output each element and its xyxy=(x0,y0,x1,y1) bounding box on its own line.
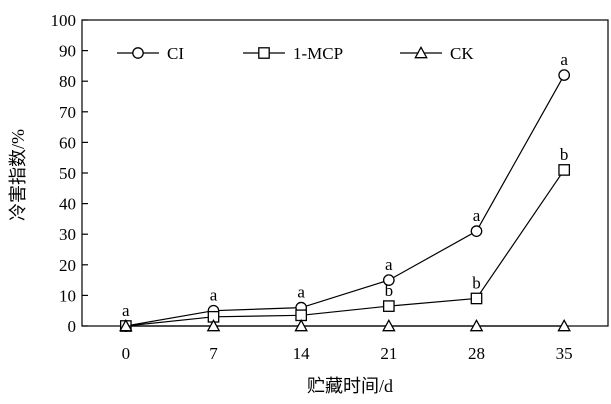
series-line xyxy=(125,169,565,327)
legend-item: CK xyxy=(400,44,474,63)
y-tick-label: 50 xyxy=(59,164,76,183)
y-tick-label: 60 xyxy=(59,133,76,152)
x-tick-label: 35 xyxy=(556,344,573,363)
plot-frame xyxy=(81,19,609,327)
legend-marker xyxy=(414,45,428,59)
legend-label: 1-MCP xyxy=(293,44,343,63)
legend-marker xyxy=(132,47,144,59)
data-point xyxy=(295,309,308,322)
data-point xyxy=(469,318,484,332)
x-tick-label: 7 xyxy=(209,344,218,363)
x-tick-label: 28 xyxy=(468,344,485,363)
x-tick-label: 14 xyxy=(293,344,311,363)
y-tick-label: 20 xyxy=(59,256,76,275)
data-point xyxy=(294,318,308,332)
data-point xyxy=(382,300,395,312)
significance-label: a xyxy=(122,301,130,320)
y-tick-label: 70 xyxy=(59,103,76,122)
series-line xyxy=(125,74,565,327)
significance-label: b xyxy=(560,145,569,164)
significance-label: a xyxy=(560,50,568,69)
y-axis-title: 冷害指数/% xyxy=(8,129,28,221)
legend-marker xyxy=(258,47,270,59)
data-point xyxy=(119,318,133,332)
series-ck xyxy=(119,318,571,332)
data-point xyxy=(382,318,396,332)
legend-label: CI xyxy=(167,44,184,63)
y-tick-label: 90 xyxy=(59,42,76,61)
data-point xyxy=(470,225,483,237)
y-tick-label: 10 xyxy=(59,286,76,305)
data-point xyxy=(382,274,395,286)
y-tick-label: 30 xyxy=(59,225,76,244)
data-point xyxy=(557,318,571,332)
legend-label: CK xyxy=(450,44,474,63)
data-point xyxy=(558,69,571,81)
y-tick-label: 0 xyxy=(68,317,77,336)
data-point xyxy=(206,318,221,332)
y-tick-label: 100 xyxy=(51,11,77,30)
y-tick-label: 40 xyxy=(59,195,76,214)
significance-label: a xyxy=(297,283,305,302)
series-ci xyxy=(119,69,571,332)
significance-label: a xyxy=(473,206,481,225)
legend-item: 1-MCP xyxy=(243,44,343,63)
significance-label: a xyxy=(385,255,393,274)
data-point xyxy=(558,164,571,176)
significance-label: a xyxy=(210,286,218,305)
x-tick-label: 0 xyxy=(122,344,131,363)
y-tick-label: 80 xyxy=(59,72,76,91)
x-tick-label: 21 xyxy=(380,344,397,363)
legend-item: CI xyxy=(117,44,184,63)
data-point xyxy=(470,292,483,305)
series-1mcp xyxy=(119,164,571,332)
significance-label: b xyxy=(472,273,481,292)
significance-label: b xyxy=(385,281,394,300)
x-axis-title: 贮藏时间/d xyxy=(307,376,393,396)
